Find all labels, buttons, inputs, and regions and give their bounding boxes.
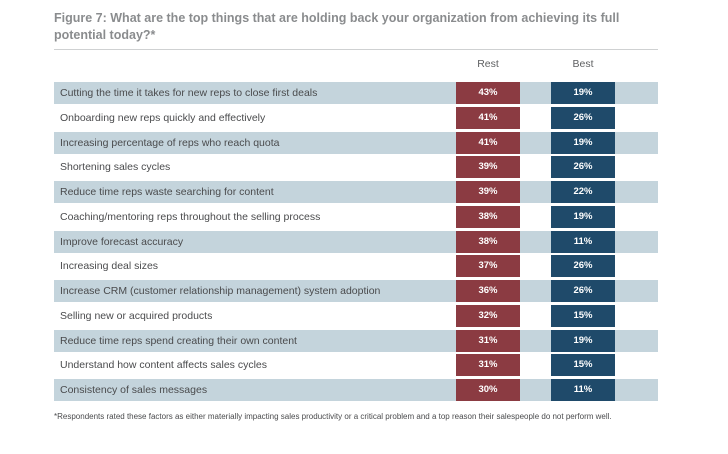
row-label: Consistency of sales messages — [60, 384, 208, 396]
table-row: Increase CRM (customer relationship mana… — [54, 280, 658, 302]
best-value-cell: 19% — [551, 131, 615, 154]
table-row: Improve forecast accuracy 38% 11% — [54, 230, 658, 253]
rest-value-cell: 38% — [456, 230, 520, 253]
row-label: Onboarding new reps quickly and effectiv… — [60, 111, 266, 124]
rest-value-cell: 32% — [456, 304, 520, 327]
row-label: Reduce time reps spend creating their ow… — [60, 334, 297, 347]
rest-value-cell: 30% — [456, 379, 520, 401]
row-label: Reduce time reps waste searching for con… — [60, 186, 274, 198]
table-row: Selling new or acquired products 32% 15% — [54, 304, 658, 327]
rest-value-cell: 38% — [456, 205, 520, 228]
best-value-cell: 26% — [551, 280, 615, 302]
table-row: Cutting the time it takes for new reps t… — [54, 82, 658, 104]
rest-value-cell: 41% — [456, 106, 520, 129]
rest-value-cell: 31% — [456, 354, 520, 377]
rest-value-cell: 41% — [456, 131, 520, 154]
row-label: Selling new or acquired products — [60, 309, 213, 322]
rest-value-cell: 43% — [456, 82, 520, 104]
table-row: Increasing deal sizes 37% 26% — [54, 255, 658, 278]
figure-title: Figure 7: What are the top things that a… — [54, 11, 620, 42]
table-row: Shortening sales cycles 39% 26% — [54, 156, 658, 179]
row-label: Improve forecast accuracy — [60, 235, 184, 248]
best-value-cell: 11% — [551, 230, 615, 253]
row-label: Increasing percentage of reps who reach … — [60, 136, 280, 149]
best-value-cell: 19% — [551, 82, 615, 104]
row-label: Cutting the time it takes for new reps t… — [60, 87, 318, 99]
best-value-cell: 15% — [551, 304, 615, 327]
footnote: *Respondents rated these factors as eith… — [54, 412, 612, 421]
row-label: Coaching/mentoring reps throughout the s… — [60, 210, 321, 223]
best-value-cell: 22% — [551, 181, 615, 203]
column-header-best: Best — [572, 58, 594, 70]
table-row: Reduce time reps spend creating their ow… — [54, 329, 658, 352]
table-row: Increasing percentage of reps who reach … — [54, 131, 658, 154]
best-value-cell: 11% — [551, 379, 615, 401]
best-value-cell: 26% — [551, 156, 615, 179]
table-row: Reduce time reps waste searching for con… — [54, 181, 658, 203]
table-row: Onboarding new reps quickly and effectiv… — [54, 106, 658, 129]
best-value-cell: 26% — [551, 106, 615, 129]
row-label: Increasing deal sizes — [60, 260, 159, 273]
title-divider — [54, 49, 658, 50]
row-label: Increase CRM (customer relationship mana… — [60, 285, 381, 297]
rest-value-cell: 39% — [456, 156, 520, 179]
column-header-rest: Rest — [477, 58, 499, 70]
table-row: Coaching/mentoring reps throughout the s… — [54, 205, 658, 228]
best-value-cell: 19% — [551, 205, 615, 228]
rest-value-cell: 31% — [456, 329, 520, 352]
table-row: Consistency of sales messages 30% 11% — [54, 379, 658, 401]
best-value-cell: 15% — [551, 354, 615, 377]
best-value-cell: 19% — [551, 329, 615, 352]
results-table: Cutting the time it takes for new reps t… — [54, 82, 658, 404]
rest-value-cell: 39% — [456, 181, 520, 203]
table-row: Understand how content affects sales cyc… — [54, 354, 658, 377]
best-value-cell: 26% — [551, 255, 615, 278]
rest-value-cell: 36% — [456, 280, 520, 302]
row-label: Understand how content affects sales cyc… — [60, 359, 268, 372]
row-label: Shortening sales cycles — [60, 161, 171, 174]
rest-value-cell: 37% — [456, 255, 520, 278]
